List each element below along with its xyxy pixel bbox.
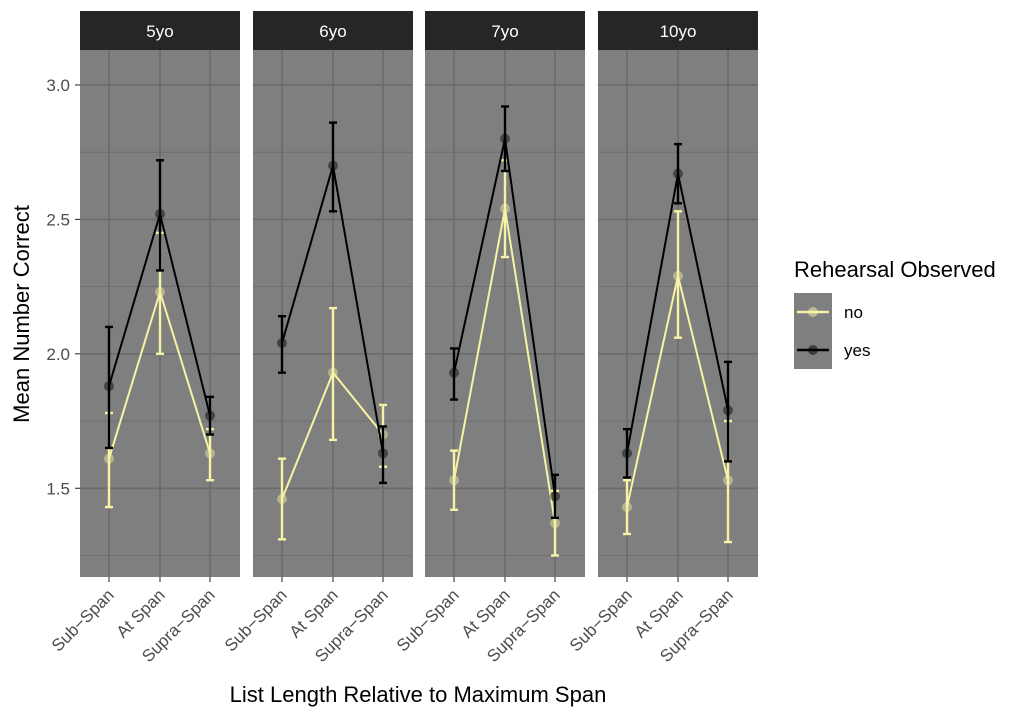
strip-label: 7yo bbox=[491, 22, 518, 41]
y-axis-title: Mean Number Correct bbox=[9, 205, 34, 423]
data-point bbox=[673, 270, 683, 281]
legend-label-no: no bbox=[844, 303, 863, 322]
legend-title: Rehearsal Observed bbox=[794, 257, 996, 282]
x-tick-label: Sub−Span bbox=[48, 585, 118, 655]
strip-label: 6yo bbox=[319, 22, 346, 41]
data-point bbox=[500, 133, 510, 144]
legend-key-point bbox=[808, 345, 818, 355]
series-line bbox=[453, 208, 556, 524]
y-tick-label: 1.5 bbox=[46, 479, 70, 498]
series-yes bbox=[449, 105, 560, 520]
data-point bbox=[622, 502, 632, 513]
data-point bbox=[449, 367, 459, 378]
series-line bbox=[281, 370, 384, 500]
data-point bbox=[723, 405, 733, 416]
data-point bbox=[155, 209, 165, 220]
legend-entry-yes: yes bbox=[794, 331, 870, 369]
series-yes bbox=[277, 121, 388, 485]
strip-background bbox=[253, 11, 413, 50]
y-tick-label: 3.0 bbox=[46, 76, 70, 95]
data-point bbox=[277, 494, 287, 505]
series-line bbox=[108, 210, 211, 416]
data-point bbox=[277, 338, 287, 349]
data-point bbox=[104, 453, 114, 464]
y-tick-label: 2.0 bbox=[46, 345, 70, 364]
data-point bbox=[205, 448, 215, 459]
series-line bbox=[626, 275, 729, 508]
data-point bbox=[622, 448, 632, 459]
data-point bbox=[328, 160, 338, 171]
strip-background bbox=[80, 11, 240, 50]
strip-background bbox=[598, 11, 758, 50]
data-point bbox=[500, 203, 510, 214]
strip-label: 5yo bbox=[146, 22, 173, 41]
legend-entry-no: no bbox=[794, 293, 863, 331]
series-line bbox=[281, 165, 384, 454]
data-point bbox=[449, 475, 459, 486]
data-point bbox=[378, 448, 388, 459]
legend-key-point bbox=[808, 307, 818, 317]
legend: Rehearsal Observed no yes bbox=[794, 257, 996, 369]
data-point bbox=[723, 475, 733, 486]
y-axis: 1.5 2.0 2.5 3.0 bbox=[46, 76, 80, 498]
x-tick-label: Sub−Span bbox=[566, 585, 636, 655]
data-point bbox=[328, 367, 338, 378]
x-tick-label: Sub−Span bbox=[221, 585, 291, 655]
series-no bbox=[449, 159, 560, 557]
strip-label: 10yo bbox=[660, 22, 697, 41]
series-yes bbox=[104, 159, 215, 450]
series-yes bbox=[622, 142, 733, 479]
data-point bbox=[673, 168, 683, 179]
strip-background bbox=[425, 11, 585, 50]
legend-label-yes: yes bbox=[844, 341, 870, 360]
y-tick-label: 2.5 bbox=[46, 210, 70, 229]
data-point bbox=[155, 286, 165, 297]
data-point bbox=[104, 381, 114, 392]
series-line bbox=[626, 173, 729, 454]
data-point bbox=[550, 518, 560, 529]
data-point bbox=[550, 491, 560, 502]
x-tick-label: Sub−Span bbox=[393, 585, 463, 655]
data-point bbox=[205, 410, 215, 421]
series-line bbox=[453, 138, 556, 497]
x-axis-title: List Length Relative to Maximum Span bbox=[230, 682, 607, 707]
series-line bbox=[108, 288, 211, 459]
